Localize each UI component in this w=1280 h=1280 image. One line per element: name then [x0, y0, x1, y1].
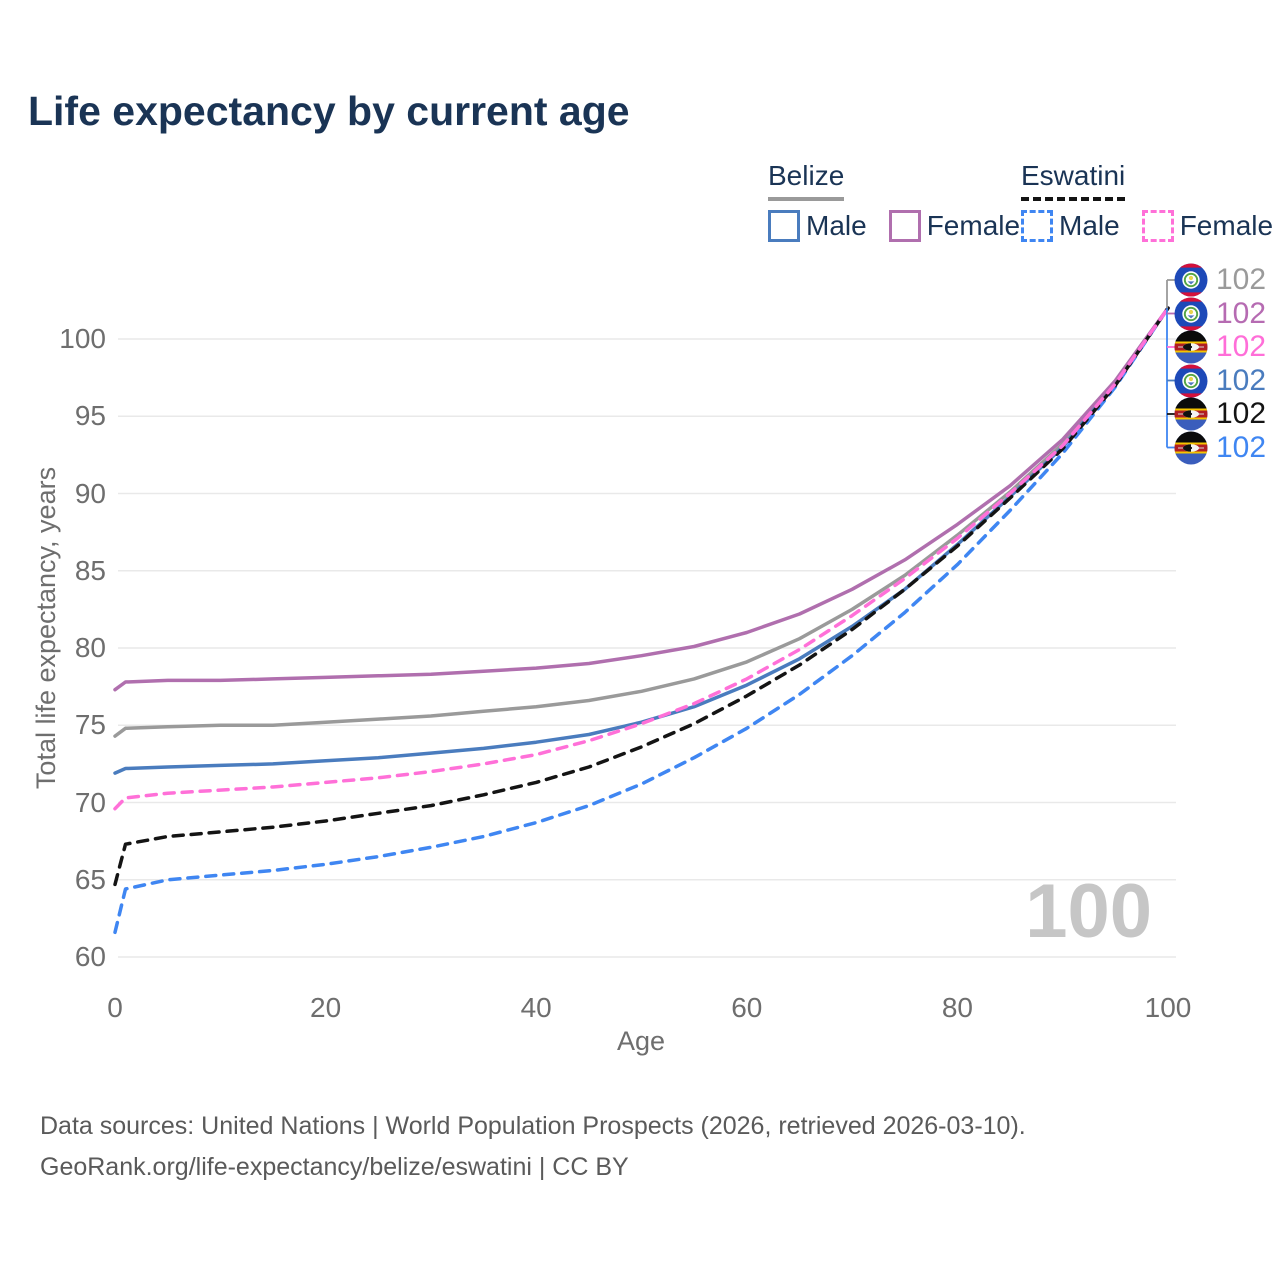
- x-tick-label: 60: [731, 992, 763, 1023]
- legend-item-label: Female: [1179, 210, 1274, 241]
- x-tick-label: 20: [310, 992, 342, 1023]
- y-tick-label: 95: [74, 400, 106, 432]
- end-label-row-belize_total[interactable]: 102: [1174, 263, 1266, 297]
- belize-flag-icon: [1174, 364, 1208, 397]
- y-tick-label: 80: [74, 632, 106, 663]
- x-axis-title: Age: [616, 1026, 666, 1056]
- eswatini-flag-icon: [1174, 330, 1208, 364]
- footer: Data sources: United Nations | World Pop…: [40, 1106, 1026, 1188]
- age-watermark: 100: [1025, 869, 1152, 954]
- end-label-connectors: [1166, 279, 1175, 449]
- end-label-row-eswatini_female[interactable]: 102: [1174, 330, 1266, 364]
- legend-eswatini-row: Male Female: [1021, 210, 1280, 242]
- belize-flag-icon: [1174, 297, 1208, 330]
- x-tick-label: 100: [1144, 992, 1192, 1023]
- gridlines: [118, 338, 1176, 958]
- page-title: Life expectancy by current age: [28, 88, 630, 134]
- legend-belize-row: Male Female: [768, 210, 1042, 242]
- series-lines: [113, 306, 1170, 935]
- series-line-eswatini_total[interactable]: [113, 306, 1170, 887]
- x-tick-label: 40: [520, 992, 552, 1023]
- y-tick-label: 90: [74, 477, 106, 509]
- end-label-value: 102: [1216, 397, 1267, 430]
- x-tick-label: 0: [107, 992, 123, 1023]
- belize-flag-icon: [1174, 263, 1208, 297]
- series-line-eswatini_male[interactable]: [113, 306, 1170, 935]
- end-label-row-eswatini_total[interactable]: 102: [1174, 397, 1266, 431]
- end-label-row-belize_male[interactable]: 102: [1174, 364, 1266, 398]
- x-tick-label: 80: [941, 992, 973, 1023]
- legend-group-belize: Belize Male Female: [768, 160, 1042, 242]
- series-line-belize_total[interactable]: [113, 306, 1170, 738]
- legend-item-eswatini-female[interactable]: Female: [1141, 210, 1274, 242]
- eswatini-male-swatch: [1021, 210, 1053, 242]
- eswatini-female-swatch: [1141, 210, 1174, 242]
- legend-belize-header[interactable]: Belize: [768, 160, 845, 201]
- legend-item-label: Male: [806, 210, 867, 241]
- legend-item-belize-male[interactable]: Male: [768, 210, 867, 242]
- y-tick-label: 75: [74, 709, 106, 741]
- belize-male-swatch: [768, 210, 800, 242]
- y-tick-label: 65: [74, 863, 106, 895]
- belize-female-swatch: [888, 210, 921, 242]
- y-tick-label: 100: [59, 323, 106, 354]
- y-tick-label: 85: [74, 554, 106, 586]
- end-label-value: 102: [1216, 363, 1267, 397]
- y-axis-title: Total life expectancy, years: [31, 466, 61, 790]
- legend-item-label: Female: [926, 210, 1021, 241]
- eswatini-flag-icon: [1174, 397, 1208, 431]
- legend-group-eswatini: Eswatini Male Female: [1021, 160, 1280, 242]
- footer-sources: Data sources: United Nations | World Pop…: [40, 1112, 1026, 1140]
- plot-canvas: [113, 279, 1176, 958]
- end-label-value: 102: [1216, 263, 1267, 296]
- legend-item-eswatini-male[interactable]: Male: [1021, 210, 1120, 242]
- series-line-belize_male[interactable]: [113, 306, 1170, 775]
- legend-item-label: Male: [1059, 210, 1120, 241]
- series-line-eswatini_female[interactable]: [113, 306, 1170, 811]
- footer-attribution: GeoRank.org/life-expectancy/belize/eswat…: [40, 1153, 629, 1181]
- end-label-value: 102: [1216, 330, 1267, 363]
- y-tick-label: 70: [74, 786, 106, 818]
- end-label-value: 102: [1216, 430, 1267, 464]
- eswatini-flag-icon: [1174, 431, 1208, 464]
- end-label-value: 102: [1216, 296, 1267, 330]
- legend-item-belize-female[interactable]: Female: [888, 210, 1021, 242]
- end-label-row-eswatini_male[interactable]: 102: [1174, 431, 1266, 465]
- end-label-row-belize_female[interactable]: 102: [1174, 297, 1266, 331]
- series-line-belize_female[interactable]: [113, 306, 1170, 692]
- y-tick-label: 60: [74, 941, 106, 972]
- legend-eswatini-header[interactable]: Eswatini: [1021, 160, 1126, 201]
